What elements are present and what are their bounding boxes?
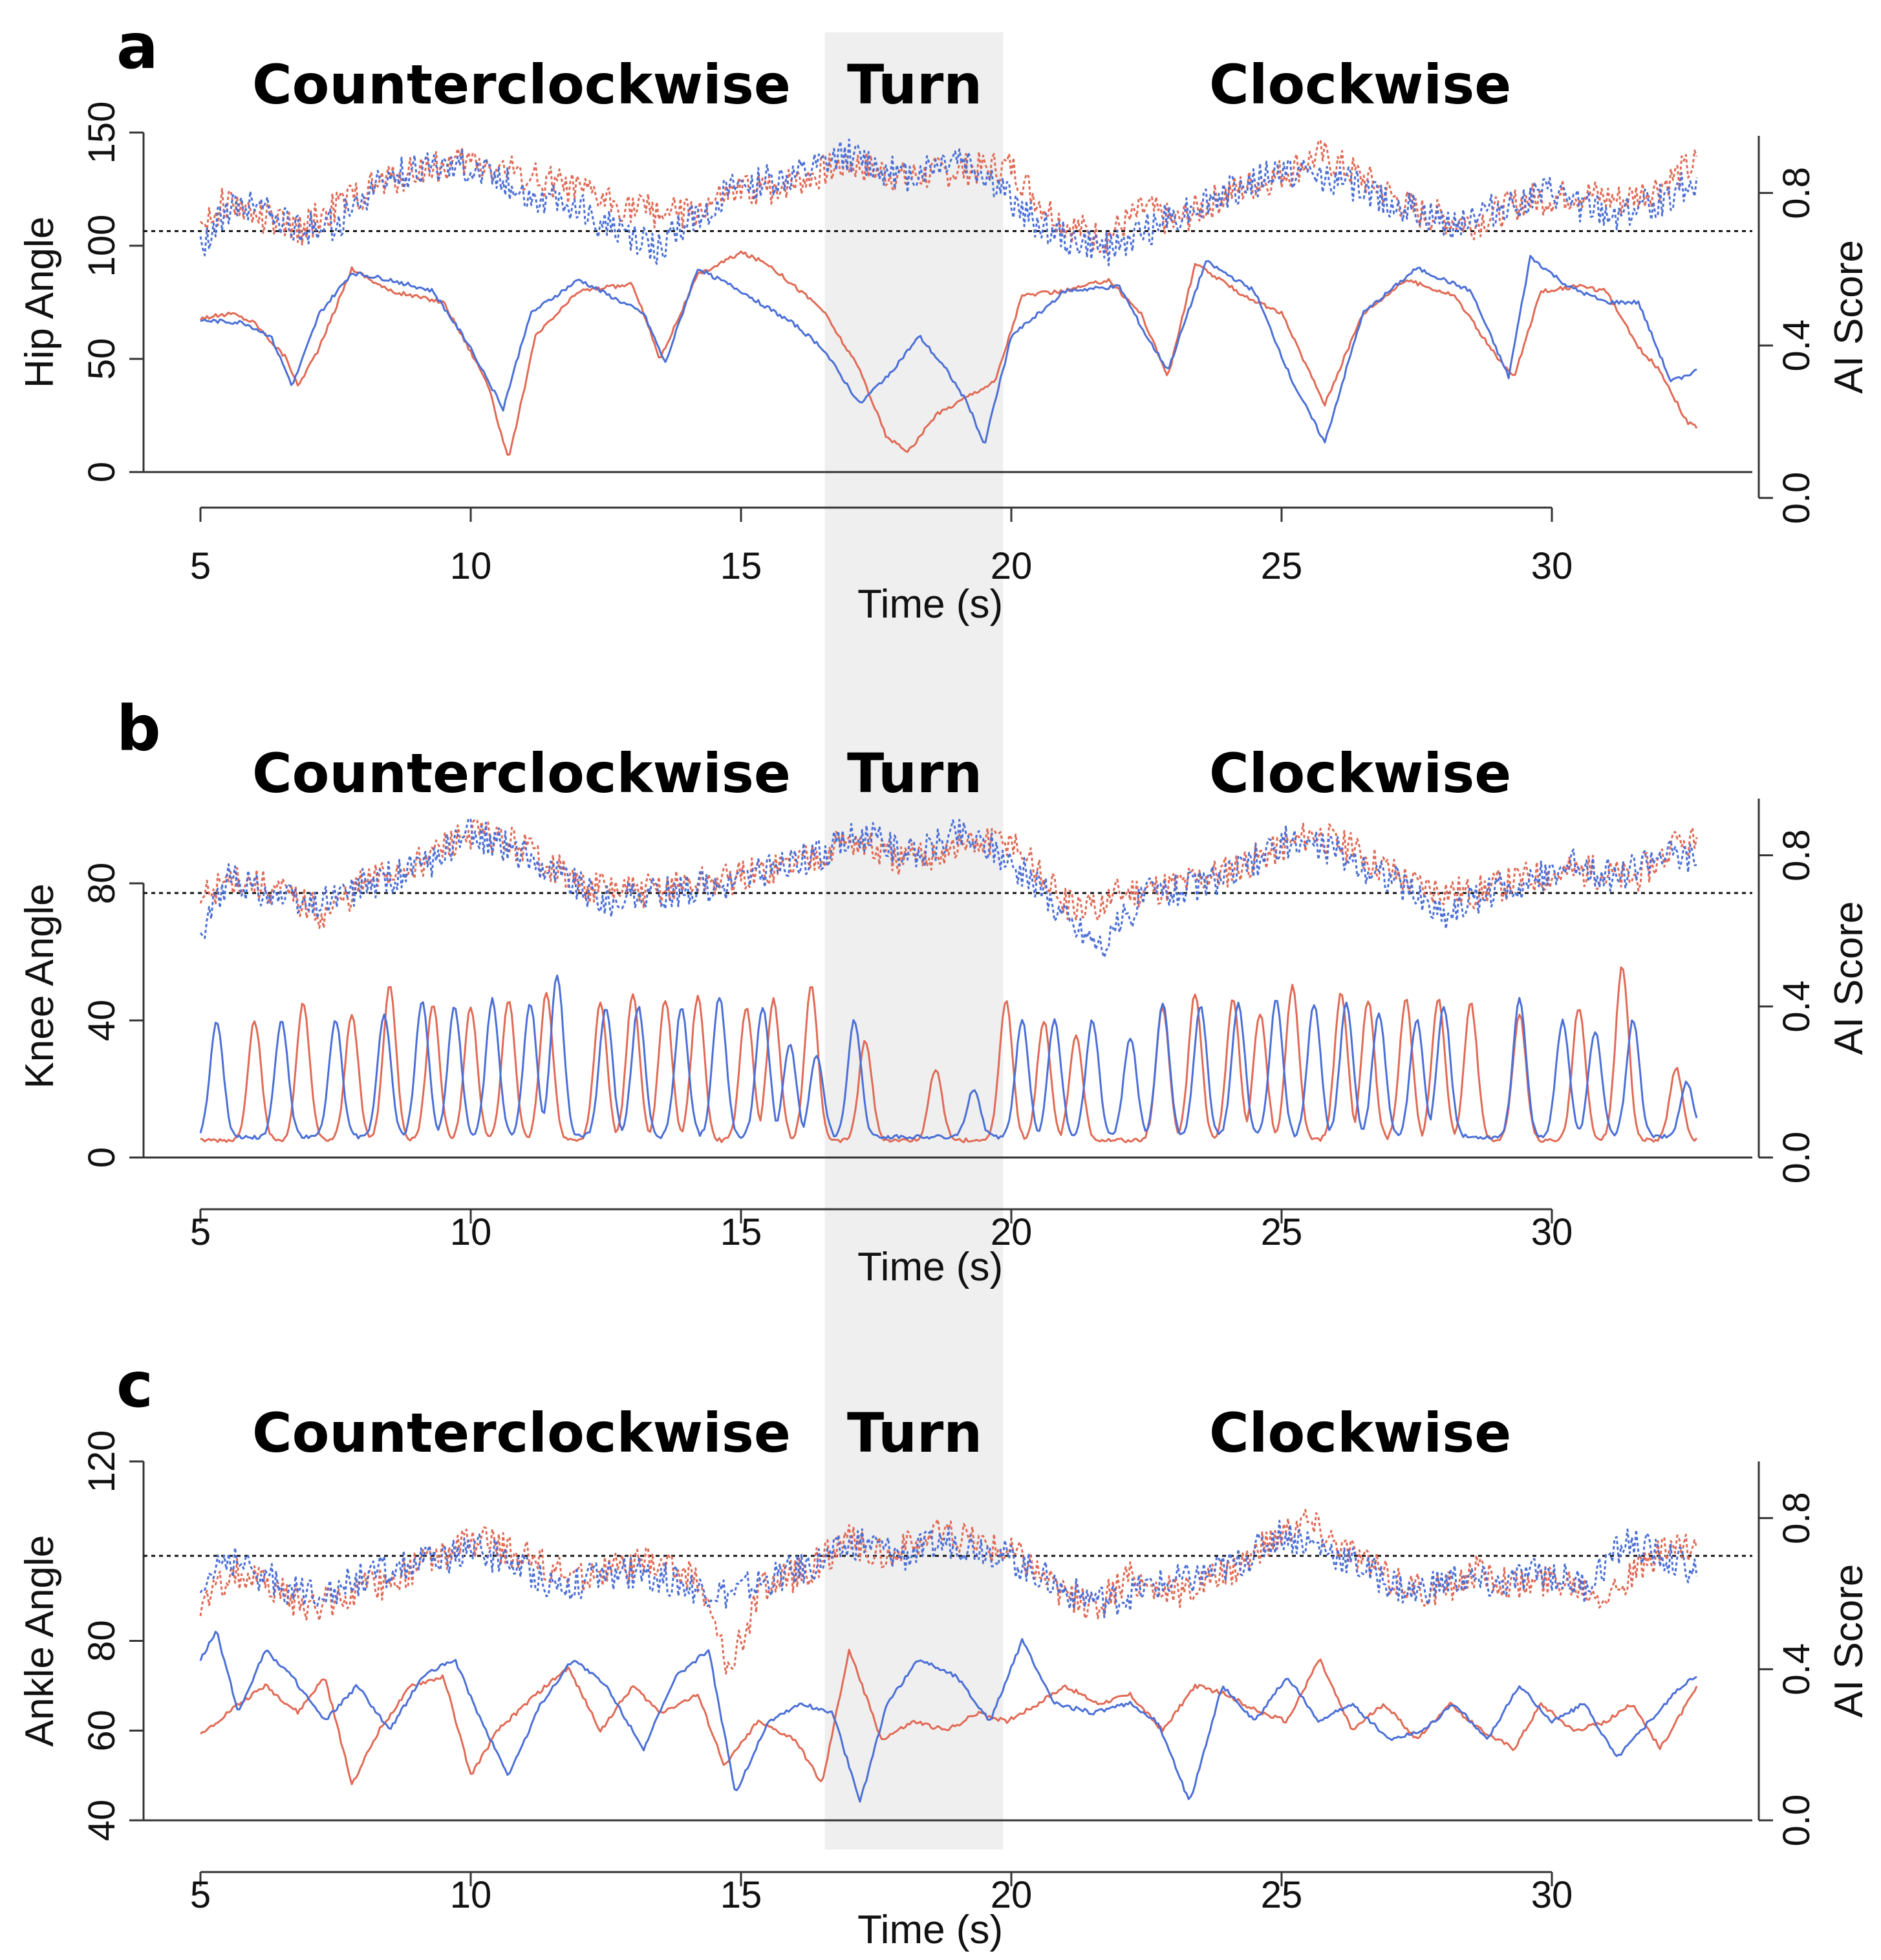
phase-label-turn: Turn: [847, 742, 982, 805]
y-tick-label: 60: [81, 1710, 123, 1752]
y-tick-label: 0: [81, 462, 123, 482]
y-axis-title: Hip Angle: [17, 217, 62, 388]
x-tick-label: 15: [720, 545, 762, 587]
x-tick-label: 10: [450, 1874, 492, 1916]
series-blue-dotted: [199, 1520, 1698, 1619]
x-tick-label: 30: [1531, 1211, 1573, 1253]
x-tick-label: 5: [190, 1211, 211, 1253]
y2-axis-title: AI Score: [1827, 240, 1871, 394]
y2-tick-label: 0.8: [1776, 1492, 1818, 1544]
y2-axis-title: AI Score: [1827, 1564, 1871, 1718]
phase-label-clockwise: Clockwise: [1209, 1401, 1511, 1465]
y2-axis-title: AI Score: [1827, 901, 1871, 1055]
series-blue-dotted: [199, 138, 1698, 266]
x-tick-label: 5: [190, 545, 211, 587]
y2-tick-label: 0.0: [1776, 1794, 1818, 1847]
x-axis-title: Time (s): [857, 1245, 1003, 1289]
y2-tick-label: 0.4: [1776, 319, 1818, 372]
x-tick-label: 30: [1531, 1874, 1573, 1916]
x-axis-title: Time (s): [857, 1908, 1003, 1952]
y-axis-title: Ankle Angle: [17, 1535, 62, 1747]
panel-c: c Counterclockwise Turn Clockwise 40 60 80 120 0…: [17, 1349, 1871, 1952]
phase-label-turn: Turn: [847, 53, 982, 116]
panel-letter: a: [116, 10, 158, 83]
panel-letter: c: [116, 1349, 153, 1421]
series-red-dotted: [200, 139, 1698, 254]
x-tick-label: 25: [1261, 1874, 1303, 1916]
y-tick-label: 120: [81, 1430, 123, 1493]
x-axis-title: Time (s): [857, 582, 1003, 627]
phase-label-turn: Turn: [847, 1401, 982, 1465]
y2-tick-label: 0.8: [1776, 829, 1818, 881]
series-blue-solid: [199, 975, 1698, 1140]
series-blue-solid: [200, 255, 1697, 444]
y2-tick-label: 0.8: [1776, 167, 1818, 219]
y-tick-label: 80: [81, 1620, 123, 1662]
series-red-solid: [200, 1648, 1698, 1785]
phase-label-clockwise: Clockwise: [1209, 742, 1511, 805]
y2-tick-label: 0.4: [1776, 980, 1818, 1033]
phase-label-counterclockwise: Counterclockwise: [252, 1401, 791, 1465]
x-tick-label: 15: [720, 1874, 762, 1916]
x-tick-label: 15: [720, 1211, 762, 1253]
series-red-dotted: [199, 818, 1698, 929]
x-tick-label: 10: [450, 545, 492, 587]
x-tick-label: 25: [1261, 1211, 1303, 1253]
x-tick-label: 30: [1531, 545, 1573, 587]
x-tick-label: 20: [991, 545, 1033, 587]
x-tick-label: 10: [450, 1211, 492, 1253]
turn-shading-band: [824, 32, 1004, 1849]
x-tick-label: 25: [1261, 545, 1303, 587]
panel-a: a Counterclockwise Turn Clockwise 0 50 100 150 0…: [17, 10, 1871, 627]
y-tick-label: 40: [81, 1000, 123, 1042]
y-tick-label: 0: [81, 1147, 123, 1168]
y-tick-label: 150: [81, 102, 123, 164]
series-blue-solid: [199, 1630, 1697, 1803]
x-tick-label: 20: [991, 1211, 1033, 1253]
y2-tick-label: 0.4: [1776, 1643, 1818, 1696]
y2-tick-label: 0.0: [1776, 472, 1818, 524]
y-tick-label: 50: [81, 338, 123, 380]
y-axis-title: Knee Angle: [17, 883, 62, 1088]
phase-label-clockwise: Clockwise: [1209, 53, 1511, 116]
phase-label-counterclockwise: Counterclockwise: [252, 53, 791, 116]
x-tick-label: 5: [190, 1874, 211, 1916]
series-red-solid: [200, 966, 1698, 1143]
x-tick-label: 20: [991, 1874, 1033, 1916]
y-tick-label: 100: [81, 215, 123, 277]
series-blue-dotted: [199, 817, 1697, 958]
panel-letter: b: [116, 693, 161, 765]
y-tick-label: 40: [81, 1800, 123, 1842]
y2-tick-label: 0.0: [1776, 1132, 1818, 1184]
phase-label-counterclockwise: Counterclockwise: [252, 742, 791, 805]
y-tick-label: 80: [81, 863, 123, 905]
panel-b: b Counterclockwise Turn Clockwise 0 40 80 0.0 0.…: [17, 693, 1871, 1289]
